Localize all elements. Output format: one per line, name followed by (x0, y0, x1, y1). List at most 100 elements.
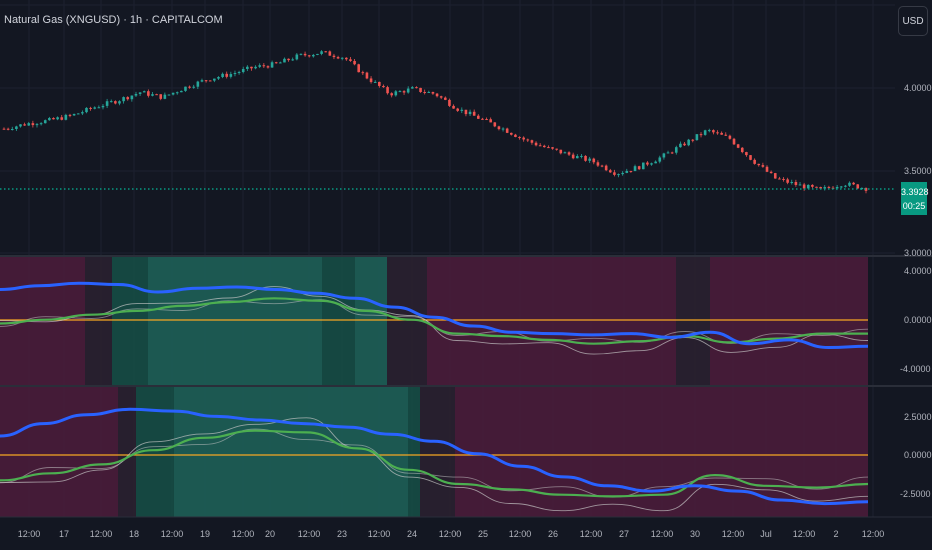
price-candle (361, 70, 365, 76)
price-candle (501, 127, 505, 132)
price-candle (658, 155, 662, 164)
price-candle (316, 53, 319, 56)
price-candle (592, 157, 596, 165)
price-candle (485, 117, 488, 121)
time-axis-label: 12:00 (580, 529, 603, 539)
price-candle (514, 133, 517, 138)
time-axis-label: Jul (760, 529, 772, 539)
price-candle (761, 162, 765, 168)
price-candle (621, 171, 624, 176)
indicator1-fast-line (0, 286, 869, 355)
price-candle (542, 144, 546, 148)
price-candle (419, 87, 422, 93)
price-candle (481, 117, 484, 120)
price-candle (312, 53, 315, 58)
price-candle (303, 51, 307, 57)
price-candle (97, 105, 101, 109)
price-candle (468, 109, 472, 116)
price-candle (126, 96, 130, 101)
price-candle (674, 145, 678, 155)
time-axis-label: 26 (548, 529, 558, 539)
symbol-title[interactable]: Natural Gas (XNGUSD) · 1h · CAPITALCOM (4, 14, 223, 26)
price-candle (431, 91, 435, 95)
price-candle (608, 168, 612, 173)
price-candle (666, 150, 670, 154)
price-candle (456, 107, 459, 112)
time-axis-label: 12:00 (90, 529, 113, 539)
price-candle (6, 127, 10, 131)
price-candle (551, 146, 554, 150)
price-candle (415, 86, 418, 89)
time-axis-label: 12:00 (298, 529, 321, 539)
price-candle (712, 129, 715, 135)
indicator2-axis-label: 2.5000 (904, 412, 932, 422)
price-candle (654, 160, 657, 164)
price-candle (167, 94, 171, 96)
time-axis-label: 12:00 (232, 529, 255, 539)
indicator1-zone (710, 257, 868, 385)
time-axis-label: 19 (200, 529, 210, 539)
price-candle (274, 61, 278, 64)
price-candle (23, 122, 26, 126)
price-candle (691, 138, 695, 143)
price-candle (427, 90, 431, 93)
price-candle (472, 109, 476, 116)
price-candle (575, 154, 579, 159)
price-candle (444, 96, 447, 101)
price-candle (811, 184, 814, 189)
time-axis-label: 12:00 (722, 529, 745, 539)
price-candle (72, 113, 76, 116)
price-candle (794, 179, 798, 187)
time-axis-label: 12:00 (439, 529, 462, 539)
price-candle (703, 129, 707, 136)
price-candle (279, 61, 282, 64)
price-candle (68, 113, 72, 118)
price-candle (81, 110, 84, 116)
price-candle (571, 152, 575, 160)
price-candle (534, 141, 538, 147)
price-candle (291, 57, 295, 61)
price-candle (745, 151, 748, 157)
price-axis-label: 4.0000 (904, 83, 932, 93)
price-candle (89, 106, 92, 111)
time-axis-label: 18 (129, 529, 139, 539)
price-candle (753, 158, 756, 165)
price-candle (732, 137, 736, 145)
indicator1-zone (322, 257, 355, 385)
price-candle (398, 90, 402, 93)
price-candle (773, 172, 777, 179)
price-candle (815, 186, 818, 188)
price-candle (52, 117, 55, 120)
price-candle (786, 177, 789, 185)
price-candle (530, 139, 534, 145)
price-candle (93, 106, 97, 110)
price-candle (270, 60, 274, 68)
price-candle (142, 90, 146, 93)
price-candle (460, 107, 464, 114)
price-candle (130, 95, 134, 102)
time-axis-label: 12:00 (161, 529, 184, 539)
time-axis-label: 23 (337, 529, 347, 539)
price-candle (695, 134, 699, 141)
price-candle (604, 164, 608, 172)
price-candle (147, 89, 150, 98)
price-candle (221, 72, 224, 79)
price-candle (699, 132, 703, 138)
price-candle (588, 156, 591, 163)
currency-button[interactable]: USD (898, 6, 928, 36)
price-candle (464, 109, 468, 117)
price-candle (707, 128, 711, 133)
price-candle (357, 63, 360, 73)
indicator2-zone (0, 387, 118, 517)
price-candle (394, 90, 398, 97)
indicator1-axis-label: -4.0000 (900, 364, 931, 374)
price-candle (122, 96, 125, 104)
price-candle (324, 51, 328, 53)
price-candle (547, 145, 550, 149)
price-candle (567, 151, 571, 157)
price-candle (386, 85, 389, 95)
price-candle (522, 136, 525, 142)
time-axis-label: 30 (690, 529, 700, 539)
price-candle (373, 80, 377, 83)
